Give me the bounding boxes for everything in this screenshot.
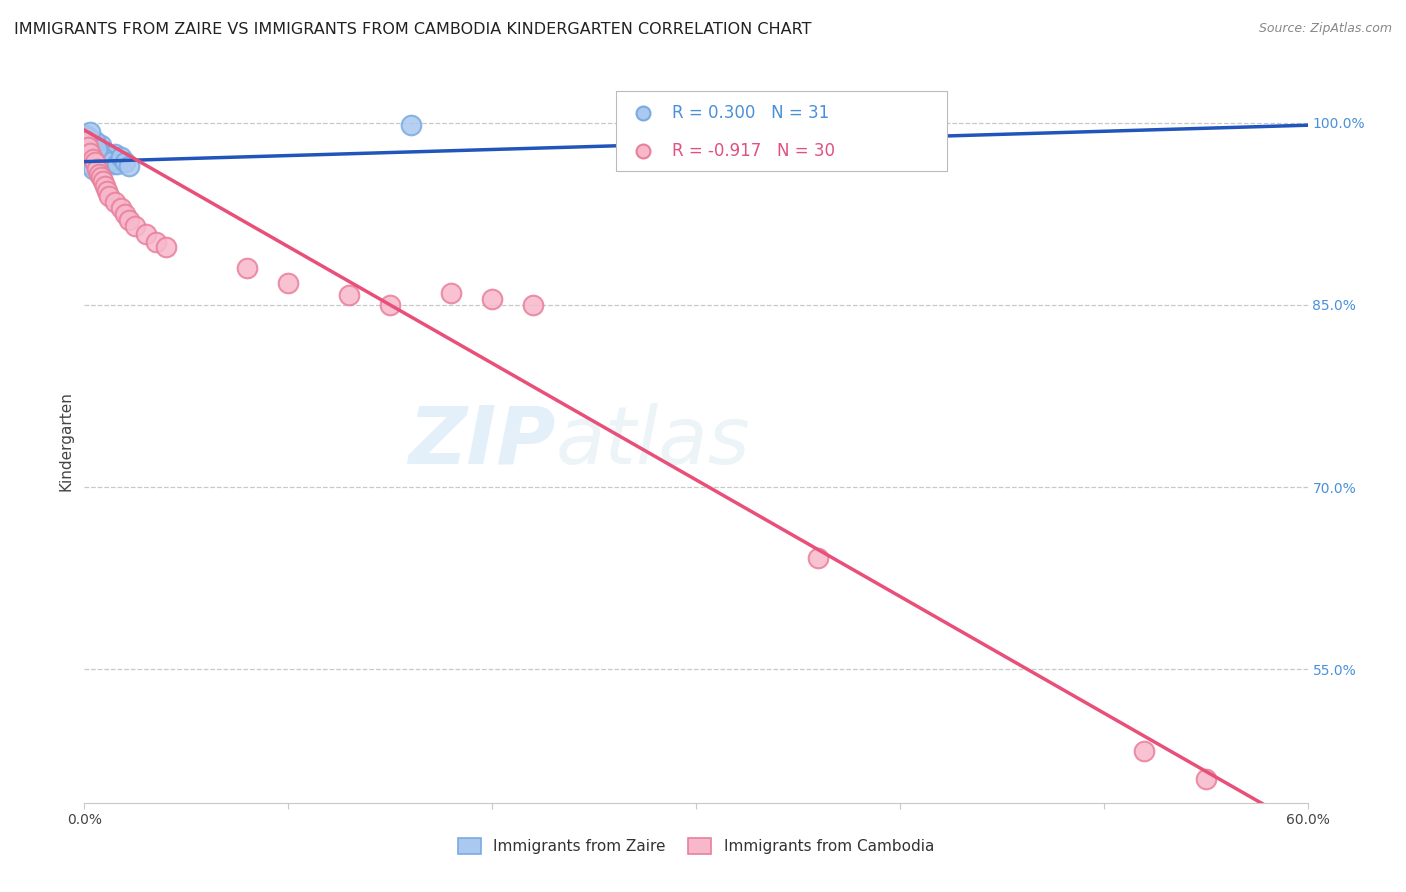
Point (77, 130, 100, 145)
Point (118, 160, 141, 174)
Text: Source: ZipAtlas.com: Source: ZipAtlas.com (1258, 22, 1392, 36)
Point (114, 154, 136, 169)
Point (75, 128, 97, 142)
Point (91, 174, 114, 188)
Point (86, 143, 108, 157)
Point (75, 134, 97, 148)
Point (79, 134, 101, 148)
Point (93, 147, 115, 161)
Point (135, 227, 157, 242)
Point (83, 134, 105, 148)
Point (96, 150, 118, 164)
Point (807, 550, 830, 565)
Point (77, 140, 100, 154)
Point (86, 140, 108, 154)
Point (87, 146, 110, 161)
Point (440, 285, 463, 300)
Point (90, 150, 112, 164)
Point (339, 288, 361, 302)
Point (93, 178, 115, 193)
Point (82, 161, 104, 176)
Legend: Immigrants from Zaire, Immigrants from Cambodia: Immigrants from Zaire, Immigrants from C… (451, 832, 941, 860)
Point (86, 161, 108, 176)
Point (114, 207, 136, 221)
Point (97, 188, 120, 202)
Text: R = -0.917   N = 30: R = -0.917 N = 30 (672, 142, 835, 160)
Point (104, 194, 127, 209)
Point (104, 147, 127, 161)
Point (145, 235, 167, 249)
Point (110, 201, 132, 215)
Point (83, 140, 105, 154)
Text: ZIP: ZIP (408, 402, 555, 481)
Point (481, 292, 503, 306)
Point (83, 154, 105, 169)
Point (110, 150, 132, 164)
Y-axis label: Kindergarten: Kindergarten (58, 392, 73, 491)
Point (87, 146, 110, 161)
Point (79, 146, 101, 161)
Point (90, 170, 112, 185)
Point (82, 152, 104, 166)
Point (124, 219, 146, 233)
Point (79, 126, 101, 140)
Point (522, 298, 544, 312)
Point (1195, 772, 1218, 786)
Point (399, 118, 422, 132)
Point (105, 157, 128, 171)
Point (93, 152, 115, 166)
Point (236, 261, 259, 276)
Point (86, 143, 108, 157)
Point (277, 276, 299, 290)
Point (96, 184, 118, 198)
Point (101, 157, 124, 171)
Point (79, 158, 101, 172)
Point (82, 136, 104, 151)
Point (97, 152, 120, 166)
Text: R = 0.300   N = 31: R = 0.300 N = 31 (672, 104, 828, 122)
Point (100, 154, 122, 169)
Point (91, 144, 114, 158)
Point (90, 137, 112, 152)
Point (118, 213, 141, 227)
Text: IMMIGRANTS FROM ZAIRE VS IMMIGRANTS FROM CAMBODIA KINDERGARTEN CORRELATION CHART: IMMIGRANTS FROM ZAIRE VS IMMIGRANTS FROM… (14, 22, 811, 37)
Point (1133, 743, 1156, 757)
Point (77, 130, 100, 145)
FancyBboxPatch shape (616, 91, 946, 170)
Text: atlas: atlas (555, 402, 749, 481)
Point (380, 298, 402, 312)
Point (87, 167, 110, 181)
Point (97, 154, 120, 169)
Point (155, 240, 177, 254)
